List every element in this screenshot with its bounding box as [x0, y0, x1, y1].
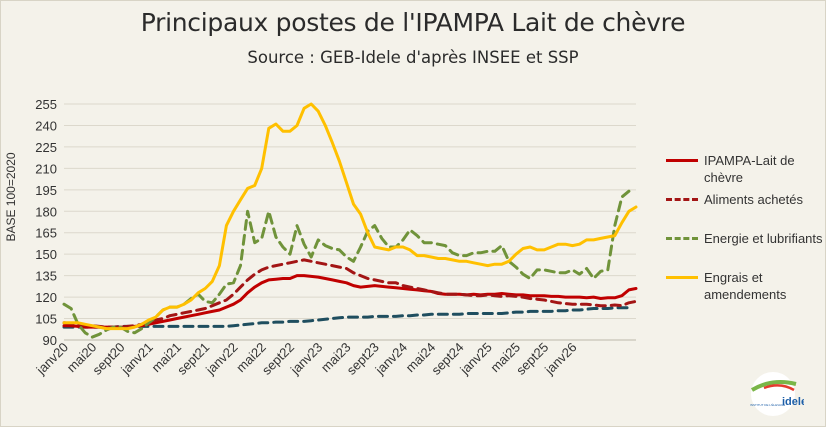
y-tick-label: 240 [35, 118, 57, 133]
chart-subtitle: Source : GEB-Idele d'après INSEE et SSP [247, 48, 579, 67]
x-tick-label: janv25 [456, 340, 494, 378]
y-tick-label: 150 [35, 247, 57, 262]
series-line-aliments [62, 258, 638, 329]
y-tick-label: 120 [35, 290, 57, 305]
x-tick-label: janv26 [541, 340, 579, 378]
x-tick-label: sept23 [344, 340, 382, 378]
idele-logo: idele INSTITUT DE L'ÉLEVAGE [750, 372, 804, 416]
x-tick-label: janv22 [202, 340, 240, 378]
series-lines [62, 102, 638, 339]
logo-red-swoosh [763, 384, 795, 392]
chart-title: Principaux postes de l'IPAMPA Lait de ch… [140, 8, 686, 37]
y-tick-labels: 90 105 120 135 150 165 180 195 210 225 240 255 [35, 97, 57, 348]
y-tick-label: 255 [35, 97, 57, 112]
x-tick-label: janv24 [372, 340, 410, 378]
x-tick-label: sept22 [259, 340, 297, 378]
y-tick-label: 225 [35, 140, 57, 155]
gridlines [64, 103, 636, 341]
y-tick-label: 135 [35, 269, 57, 284]
legend-label-engrais: Engrais et amendements [704, 270, 787, 302]
y-tick-label: 195 [35, 183, 57, 198]
x-tick-label: sept24 [428, 340, 466, 378]
legend-label-ipampa: IPAMPA-Lait de chèvre [704, 153, 795, 185]
legend-swatch-engrais [666, 276, 698, 279]
series-line-ipampa [62, 274, 638, 329]
x-tick-label: janv23 [287, 340, 325, 378]
y-tick-label: 90 [43, 333, 57, 348]
series-line-engrais [62, 102, 638, 331]
x-tick-label: sept25 [513, 340, 551, 378]
y-tick-label: 180 [35, 204, 57, 219]
legend-swatch-energie [666, 237, 698, 240]
logo-small-text: INSTITUT DE L'ÉLEVAGE [750, 402, 785, 407]
y-tick-label: 105 [35, 312, 57, 327]
legend-swatch-aliments [666, 198, 698, 201]
y-tick-label: 210 [35, 161, 57, 176]
logo-background [751, 372, 795, 416]
series-line-energie [62, 189, 631, 339]
series-line-reference [62, 306, 631, 329]
x-tick-label: sept20 [89, 340, 127, 378]
logo-text: idele [782, 396, 804, 408]
x-tick-label: sept21 [174, 340, 212, 378]
y-tick-label: 165 [35, 226, 57, 241]
legend-swatch-ipampa [666, 159, 698, 162]
logo-green-swoosh [750, 380, 797, 392]
legend-label-aliments: Aliments achetés [704, 192, 803, 207]
x-tick-labels: janv20mai20sept20janv21mai21sept21janv22… [33, 340, 580, 378]
legend-label-energie: Energie et lubrifiants [704, 231, 823, 246]
x-tick-label: janv21 [117, 340, 155, 378]
